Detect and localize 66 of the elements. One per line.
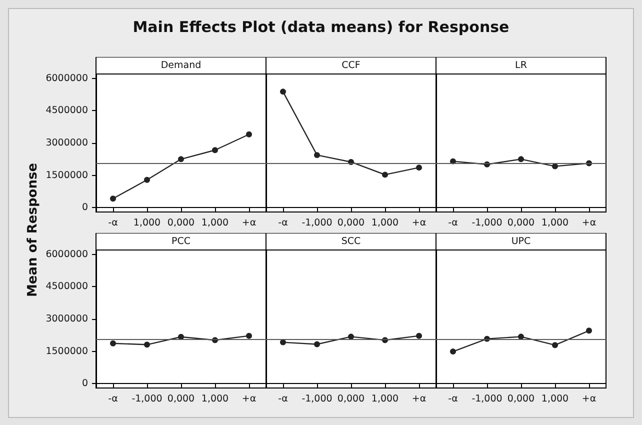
x-tick-label: +α <box>242 394 256 404</box>
y-tick-label: 4500000 <box>46 105 88 116</box>
x-tick-label: -1,000 <box>472 394 502 404</box>
x-tick-label: 0,000 <box>167 218 195 228</box>
point <box>144 342 150 348</box>
x-tick-label: -α <box>108 394 118 404</box>
x-tick-label: +α <box>582 218 596 228</box>
y-tick-label: 3000000 <box>46 314 88 324</box>
y-tick-label: 3000000 <box>46 138 88 148</box>
point <box>280 88 286 95</box>
y-tick-label: 1500000 <box>46 346 88 357</box>
point <box>246 131 252 138</box>
x-tick-label: -α <box>278 394 288 404</box>
x-tick-label: 1,000 <box>371 218 399 228</box>
chart-title: LR <box>515 60 528 71</box>
y-tick-label: 6000000 <box>46 72 88 84</box>
text: Main Effects Plot (data means) for Response <box>132 18 510 36</box>
point <box>144 176 150 183</box>
x-tick-label: 1,000 <box>541 218 569 228</box>
point <box>416 164 422 171</box>
y-tick-label: 6000000 <box>46 248 88 260</box>
y-tick-label: 0 <box>82 202 88 214</box>
x-tick-label: -1,000 <box>302 218 332 228</box>
x-tick-label: -α <box>108 218 118 228</box>
point <box>314 152 320 158</box>
x-tick-label: 0,000 <box>507 394 535 404</box>
x-tick-label: +α <box>242 218 256 228</box>
chart-title: PCC <box>172 236 191 247</box>
x-tick-label: 0,000 <box>337 218 365 228</box>
y-tick-label: 1500000 <box>46 170 88 181</box>
x-tick-label: -1,000 <box>472 218 502 228</box>
x-tick-label: +α <box>582 394 596 404</box>
chart-title: UPC <box>511 236 532 247</box>
x-tick-label: -α <box>278 218 288 228</box>
point <box>382 172 388 178</box>
x-tick-label: +α <box>412 218 426 228</box>
point <box>212 147 218 154</box>
point <box>178 156 184 162</box>
point <box>552 342 558 348</box>
y-tick-label: 0 <box>82 378 88 390</box>
chart-title: CCF <box>342 60 360 71</box>
x-tick-label: -α <box>448 218 458 228</box>
x-tick-label: 1,000 <box>133 218 161 228</box>
y-tick-label: 4500000 <box>46 281 88 292</box>
point <box>586 328 592 334</box>
x-tick-label: -1,000 <box>132 394 162 404</box>
y-axis-title: Mean of Response <box>26 162 40 298</box>
x-tick-label: -1,000 <box>302 394 332 404</box>
chart-title: Demand <box>160 60 202 71</box>
point <box>110 340 116 346</box>
point <box>450 348 456 355</box>
point <box>314 341 320 348</box>
x-tick-label: 0,000 <box>167 394 195 404</box>
x-tick-label: 0,000 <box>507 218 535 228</box>
x-tick-label: -α <box>448 394 458 404</box>
point <box>110 196 116 202</box>
point <box>416 332 422 339</box>
x-tick-label: 0,000 <box>337 394 365 404</box>
x-tick-label: 1,000 <box>541 394 569 404</box>
x-tick-label: 1,000 <box>371 394 399 404</box>
x-tick-label: +α <box>412 394 426 404</box>
x-tick-label: 1,000 <box>201 394 229 404</box>
x-tick-label: 1,000 <box>201 218 229 228</box>
point <box>246 332 252 339</box>
point <box>518 156 524 162</box>
chart-title: SCC <box>341 236 362 247</box>
